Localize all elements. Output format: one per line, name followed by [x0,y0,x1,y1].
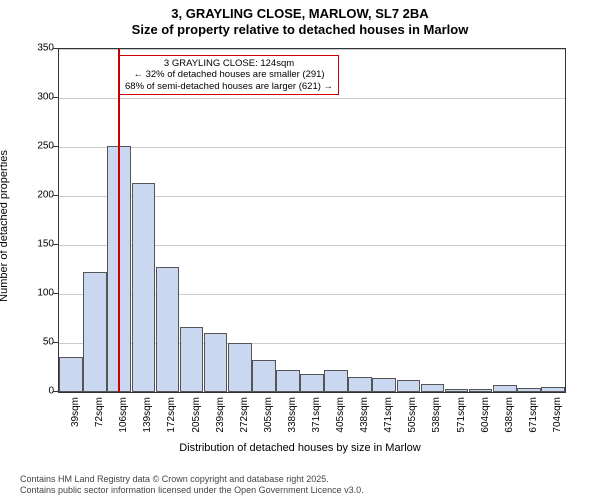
histogram-bar [180,327,204,392]
x-tick-label: 471sqm [383,397,394,439]
x-tick-label: 205sqm [191,397,202,439]
histogram-bar [372,378,396,392]
histogram-bar [493,385,517,392]
x-tick-label: 139sqm [142,397,153,439]
x-tick-label: 272sqm [239,397,250,439]
x-tick-label: 305sqm [263,397,274,439]
y-tick-label: 350 [16,43,54,54]
x-tick-label: 438sqm [359,397,370,439]
x-tick-label: 338sqm [287,397,298,439]
y-tick-label: 150 [16,239,54,250]
histogram-bar [204,333,228,392]
x-tick-label: 638sqm [504,397,515,439]
x-tick-label: 405sqm [335,397,346,439]
histogram-bar [445,389,469,392]
x-axis-label: Distribution of detached houses by size … [0,442,600,454]
footer-attribution: Contains HM Land Registry data © Crown c… [20,474,580,496]
histogram-bar [469,389,493,392]
title-line-1: 3, GRAYLING CLOSE, MARLOW, SL7 2BA [0,6,600,22]
annotation-line: ← 32% of detached houses are smaller (29… [125,69,333,80]
x-tick-label: 538sqm [431,397,442,439]
footer-line-1: Contains HM Land Registry data © Crown c… [20,474,580,485]
plot-area: 3 GRAYLING CLOSE: 124sqm← 32% of detache… [58,48,566,393]
x-tick-label: 39sqm [70,397,81,439]
title-line-2: Size of property relative to detached ho… [0,22,600,38]
grid-line [59,49,565,50]
x-tick-label: 72sqm [94,397,105,439]
histogram-bar [421,384,445,392]
y-tick-label: 0 [16,386,54,397]
x-tick-label: 604sqm [480,397,491,439]
y-tick-label: 50 [16,337,54,348]
histogram-bar [83,272,107,392]
chart-title: 3, GRAYLING CLOSE, MARLOW, SL7 2BA Size … [0,0,600,37]
grid-line [59,147,565,148]
histogram-bar [228,343,252,392]
chart-container: 3, GRAYLING CLOSE, MARLOW, SL7 2BA Size … [0,0,600,500]
annotation-line: 68% of semi-detached houses are larger (… [125,81,333,92]
x-tick-label: 704sqm [552,397,563,439]
y-tick-label: 300 [16,92,54,103]
y-axis-label: Number of detached properties [0,150,10,302]
histogram-bar [324,370,348,392]
x-tick-label: 671sqm [528,397,539,439]
histogram-bar [517,388,541,392]
histogram-bar [252,360,276,392]
histogram-bar [541,387,565,392]
histogram-bar [59,357,83,392]
histogram-bar [132,183,156,392]
histogram-bar [348,377,372,392]
x-tick-label: 172sqm [166,397,177,439]
highlight-line [118,49,120,392]
x-tick-label: 505sqm [407,397,418,439]
annotation-line: 3 GRAYLING CLOSE: 124sqm [125,58,333,69]
x-tick-label: 106sqm [118,397,129,439]
histogram-bar [300,374,324,392]
annotation-box: 3 GRAYLING CLOSE: 124sqm← 32% of detache… [119,55,339,95]
grid-line [59,98,565,99]
y-tick-label: 200 [16,190,54,201]
y-tick-label: 250 [16,141,54,152]
x-tick-label: 239sqm [215,397,226,439]
x-tick-label: 571sqm [456,397,467,439]
histogram-bar [276,370,300,392]
y-tick-label: 100 [16,288,54,299]
footer-line-2: Contains public sector information licen… [20,485,580,496]
x-tick-label: 371sqm [311,397,322,439]
histogram-bar [397,380,421,392]
histogram-bar [156,267,180,392]
